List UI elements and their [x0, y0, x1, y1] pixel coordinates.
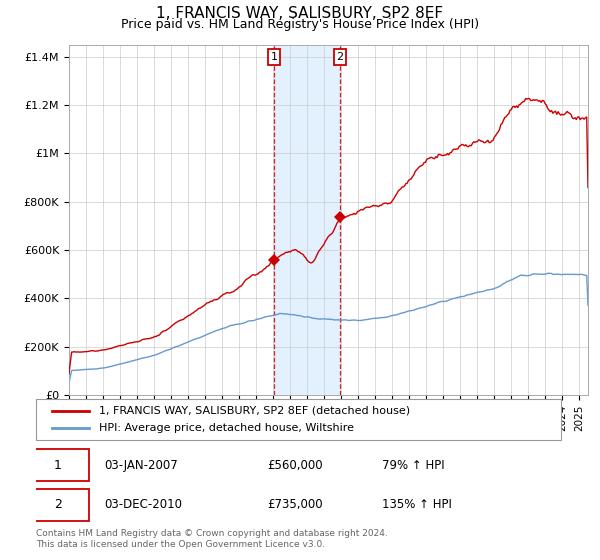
Text: £735,000: £735,000	[267, 498, 323, 511]
Text: 2: 2	[54, 498, 62, 511]
Text: 2: 2	[337, 52, 343, 62]
Text: HPI: Average price, detached house, Wiltshire: HPI: Average price, detached house, Wilt…	[99, 423, 354, 433]
Text: 03-DEC-2010: 03-DEC-2010	[104, 498, 182, 511]
Text: Contains HM Land Registry data © Crown copyright and database right 2024.
This d: Contains HM Land Registry data © Crown c…	[36, 529, 388, 549]
Text: 1: 1	[271, 52, 277, 62]
Text: 1: 1	[54, 459, 62, 472]
Text: 135% ↑ HPI: 135% ↑ HPI	[383, 498, 452, 511]
Text: 1, FRANCIS WAY, SALISBURY, SP2 8EF: 1, FRANCIS WAY, SALISBURY, SP2 8EF	[157, 6, 443, 21]
Text: 03-JAN-2007: 03-JAN-2007	[104, 459, 178, 472]
FancyBboxPatch shape	[28, 449, 89, 482]
FancyBboxPatch shape	[28, 488, 89, 521]
Text: 1, FRANCIS WAY, SALISBURY, SP2 8EF (detached house): 1, FRANCIS WAY, SALISBURY, SP2 8EF (deta…	[99, 405, 410, 416]
FancyBboxPatch shape	[36, 399, 561, 440]
Bar	[274, 45, 340, 395]
Text: £560,000: £560,000	[267, 459, 323, 472]
Text: Price paid vs. HM Land Registry's House Price Index (HPI): Price paid vs. HM Land Registry's House …	[121, 18, 479, 31]
Text: 79% ↑ HPI: 79% ↑ HPI	[383, 459, 445, 472]
